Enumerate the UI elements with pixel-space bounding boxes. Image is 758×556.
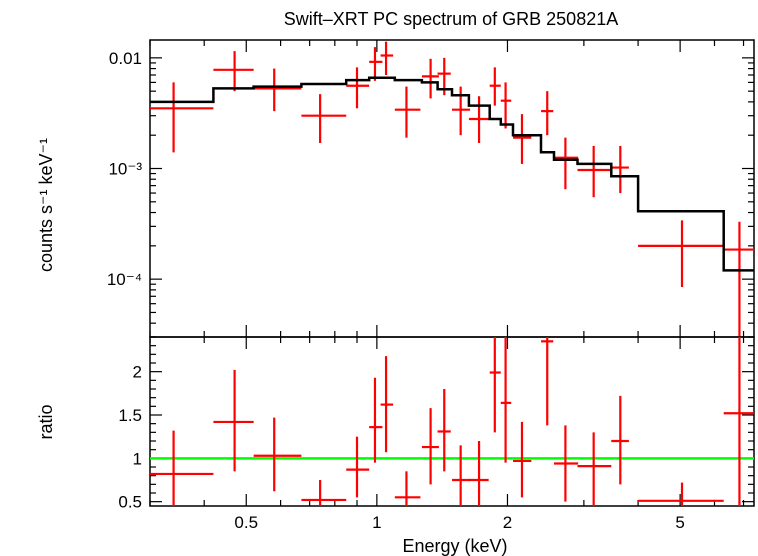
chart-title: Swift–XRT PC spectrum of GRB 250821A xyxy=(284,9,619,29)
x-tick-label: 1 xyxy=(372,513,381,532)
y-tick-label: 0.5 xyxy=(118,493,142,512)
ratio-panel: 0.5 1 1.5 2 0.5 1 2 5 xyxy=(118,336,755,532)
y-tick-label: 0.01 xyxy=(109,49,142,68)
plot-frame xyxy=(149,336,755,507)
y-tick-label: 10⁻⁴ xyxy=(107,270,142,289)
model-step-line xyxy=(150,76,754,272)
y-tick-label: 1.5 xyxy=(118,406,142,425)
x-axis-title: Energy (keV) xyxy=(402,536,507,556)
x-tick-label: 5 xyxy=(675,513,684,532)
x-tick-label: 0.5 xyxy=(234,513,258,532)
y-axis-title-ratio: ratio xyxy=(36,404,56,439)
spectrum-panel: 0.01 10⁻³ 10⁻⁴ xyxy=(107,39,755,338)
plot-frame xyxy=(149,39,755,338)
y-axis-title-spectrum: counts s⁻¹ keV⁻¹ xyxy=(36,138,56,272)
y-tick-label: 1 xyxy=(133,449,142,468)
y-tick-label: 10⁻³ xyxy=(108,160,142,179)
y-tick-label: 2 xyxy=(133,363,142,382)
x-tick-label: 2 xyxy=(503,513,512,532)
